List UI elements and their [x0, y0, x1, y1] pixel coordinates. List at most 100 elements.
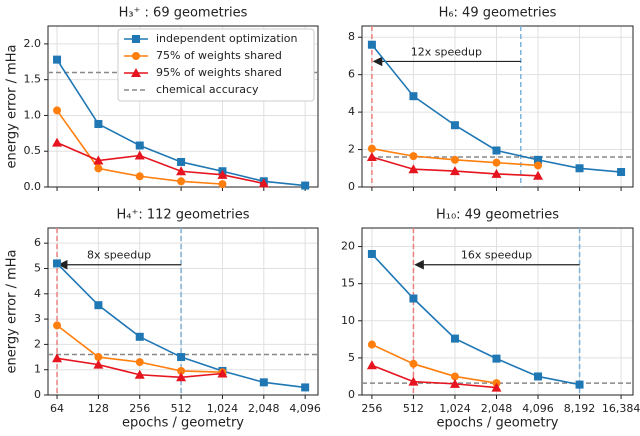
y-tick-label: 6 — [348, 68, 355, 81]
series-line — [371, 343, 497, 384]
panel-title: H₃⁺ : 69 geometries — [119, 6, 248, 21]
y-tick-label: 1 — [34, 363, 41, 376]
y-tick-label: 8 — [348, 30, 355, 43]
marker — [450, 372, 459, 381]
x-tick-label: 512 — [171, 402, 192, 415]
marker — [409, 359, 418, 368]
x-tick-label: 64 — [50, 402, 64, 415]
marker — [366, 152, 377, 162]
y-tick-label: 0.5 — [24, 144, 42, 157]
legend-label: 75% of weights shared — [156, 49, 282, 62]
marker — [533, 170, 544, 180]
legend-marker — [131, 68, 141, 77]
marker — [135, 141, 144, 150]
plot-frame — [361, 227, 634, 396]
marker — [575, 164, 584, 173]
marker — [366, 360, 377, 370]
y-tick-label: 0 — [348, 388, 355, 401]
marker — [177, 353, 186, 362]
marker — [134, 369, 145, 379]
x-tick-label: 512 — [403, 402, 424, 415]
x-tick-label: 256 — [361, 402, 382, 415]
marker — [135, 358, 144, 367]
panel: H₃⁺ : 69 geometries 0.0 0.5 1.0 1.5 2.0 energy… — [5, 6, 319, 193]
marker — [449, 166, 460, 176]
marker — [450, 155, 459, 164]
y-tick-label: 1.0 — [24, 108, 42, 121]
marker — [534, 372, 543, 381]
x-tick-label: 4,096 — [522, 402, 554, 415]
marker — [217, 169, 228, 179]
y-tick-label: 5 — [34, 261, 41, 274]
panel: H₆: 49 geometries 0 2 4 6 8 12x speedup — [348, 6, 634, 193]
marker — [409, 294, 418, 303]
marker — [177, 177, 186, 186]
panel: H₁₀: 49 geometries 0 5 10 15 20 256 512 1,024 2,0… — [341, 208, 640, 431]
marker — [575, 380, 584, 389]
x-tick-label: 2,048 — [481, 402, 513, 415]
x-tick-label: 2,048 — [248, 402, 280, 415]
y-tick-label: 2 — [34, 337, 41, 350]
y-tick-label: 3 — [34, 312, 41, 325]
marker — [367, 340, 376, 349]
legend-marker — [132, 52, 140, 60]
marker — [409, 152, 418, 161]
marker — [450, 121, 459, 130]
marker — [94, 164, 103, 173]
marker — [93, 155, 104, 165]
marker — [259, 378, 268, 387]
marker — [53, 259, 62, 268]
marker — [94, 301, 103, 310]
legend-marker — [132, 35, 140, 43]
legend-label: chemical accuracy — [156, 83, 259, 96]
marker — [217, 368, 228, 378]
marker — [367, 144, 376, 153]
plot-frame — [47, 25, 319, 188]
panel-title: H₄⁺: 112 geometries — [117, 208, 250, 223]
speedup-label: 12x speedup — [411, 45, 482, 58]
marker — [52, 353, 63, 363]
marker — [53, 106, 62, 115]
series-line — [56, 141, 264, 185]
marker — [53, 321, 62, 330]
marker — [534, 161, 543, 170]
x-tick-label: 8,192 — [564, 402, 596, 415]
y-tick-label: 1.5 — [24, 73, 42, 86]
marker — [301, 383, 310, 392]
marker — [367, 249, 376, 258]
x-tick-label: 4,096 — [289, 402, 321, 415]
y-tick-label: 15 — [341, 277, 355, 290]
marker — [177, 366, 186, 375]
marker — [94, 120, 103, 129]
legend-label: 95% of weights shared — [156, 66, 282, 79]
y-tick-label: 4 — [348, 105, 355, 118]
series-line — [371, 253, 580, 386]
x-axis-label: epochs / geometry — [122, 416, 244, 431]
marker — [492, 146, 501, 155]
y-tick-label: 2 — [348, 143, 355, 156]
y-tick-label: 0 — [34, 388, 41, 401]
marker — [176, 166, 187, 176]
marker — [134, 150, 145, 160]
marker — [492, 354, 501, 363]
marker — [492, 158, 501, 167]
marker — [135, 172, 144, 181]
y-axis-label: energy error / mHa — [5, 250, 20, 374]
x-tick-label: 1,024 — [439, 402, 471, 415]
panel: H₄⁺: 112 geometries 0 1 2 3 4 5 6 64 128 256 512 1,0… — [5, 208, 321, 431]
y-tick-label: 2.0 — [24, 37, 42, 50]
marker — [301, 181, 310, 190]
marker — [258, 178, 269, 188]
x-tick-label: 128 — [88, 402, 109, 415]
marker — [135, 332, 144, 341]
panel-title: H₆: 49 geometries — [439, 6, 557, 21]
marker — [408, 164, 419, 174]
series-line — [371, 364, 497, 389]
plot-frame — [361, 25, 634, 188]
marker — [534, 155, 543, 164]
y-axis-label: energy error / mHa — [5, 45, 20, 169]
marker — [94, 353, 103, 362]
marker — [408, 376, 419, 386]
panel-title: H₁₀: 49 geometries — [436, 208, 559, 223]
